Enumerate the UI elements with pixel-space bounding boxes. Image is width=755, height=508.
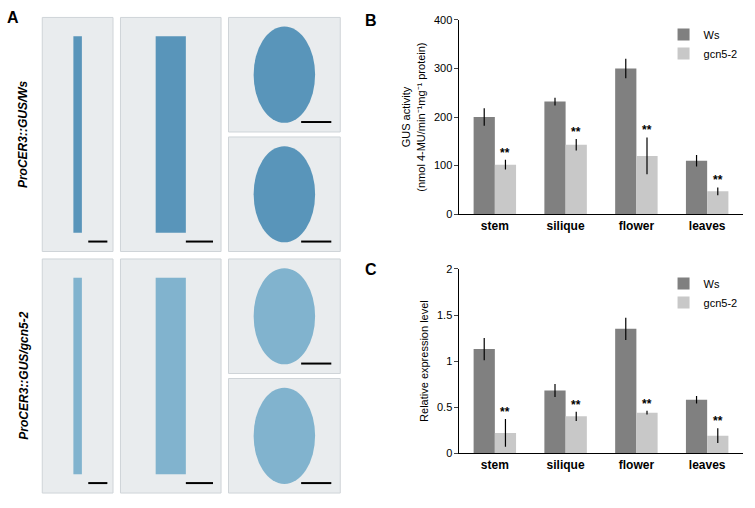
svg-text:silique: silique xyxy=(547,458,585,472)
svg-text:300: 300 xyxy=(434,62,452,74)
svg-text:Ws: Ws xyxy=(704,278,720,290)
svg-text:0.5: 0.5 xyxy=(437,401,452,413)
svg-text:stem: stem xyxy=(481,458,509,472)
svg-text:C: C xyxy=(365,261,377,278)
svg-text:100: 100 xyxy=(434,159,452,171)
svg-text:GUS activity(nmol 4-MU/min⁻¹mg: GUS activity(nmol 4-MU/min⁻¹mg⁻¹ protein… xyxy=(400,42,426,191)
svg-text:2: 2 xyxy=(446,263,452,275)
svg-text:leaves: leaves xyxy=(689,458,726,472)
svg-text:stem: stem xyxy=(481,219,509,233)
svg-text:gcn5-2: gcn5-2 xyxy=(704,297,738,309)
svg-text:silique: silique xyxy=(547,219,585,233)
svg-text:ProCER3::GUS/gcn5-2: ProCER3::GUS/gcn5-2 xyxy=(17,311,31,439)
svg-text:1: 1 xyxy=(446,355,452,367)
svg-text:**: ** xyxy=(500,146,510,160)
svg-text:gcn5-2: gcn5-2 xyxy=(704,48,738,60)
svg-text:**: ** xyxy=(571,125,581,139)
svg-text:Relative expression level: Relative expression level xyxy=(418,300,430,422)
svg-text:400: 400 xyxy=(434,14,452,26)
svg-text:leaves: leaves xyxy=(689,219,726,233)
svg-text:0: 0 xyxy=(446,447,452,459)
svg-text:**: ** xyxy=(500,405,510,419)
svg-text:**: ** xyxy=(571,398,581,412)
svg-text:flower: flower xyxy=(619,458,655,472)
svg-text:**: ** xyxy=(713,173,723,187)
svg-text:**: ** xyxy=(713,414,723,428)
svg-text:B: B xyxy=(365,12,377,29)
svg-text:**: ** xyxy=(642,397,652,411)
svg-text:Ws: Ws xyxy=(704,29,720,41)
svg-text:A: A xyxy=(7,9,19,26)
svg-text:0: 0 xyxy=(446,208,452,220)
svg-text:1.5: 1.5 xyxy=(437,309,452,321)
svg-text:ProCER3::GUS/Ws: ProCER3::GUS/Ws xyxy=(16,80,30,188)
svg-text:**: ** xyxy=(642,123,652,137)
svg-text:200: 200 xyxy=(434,111,452,123)
svg-text:flower: flower xyxy=(619,219,655,233)
